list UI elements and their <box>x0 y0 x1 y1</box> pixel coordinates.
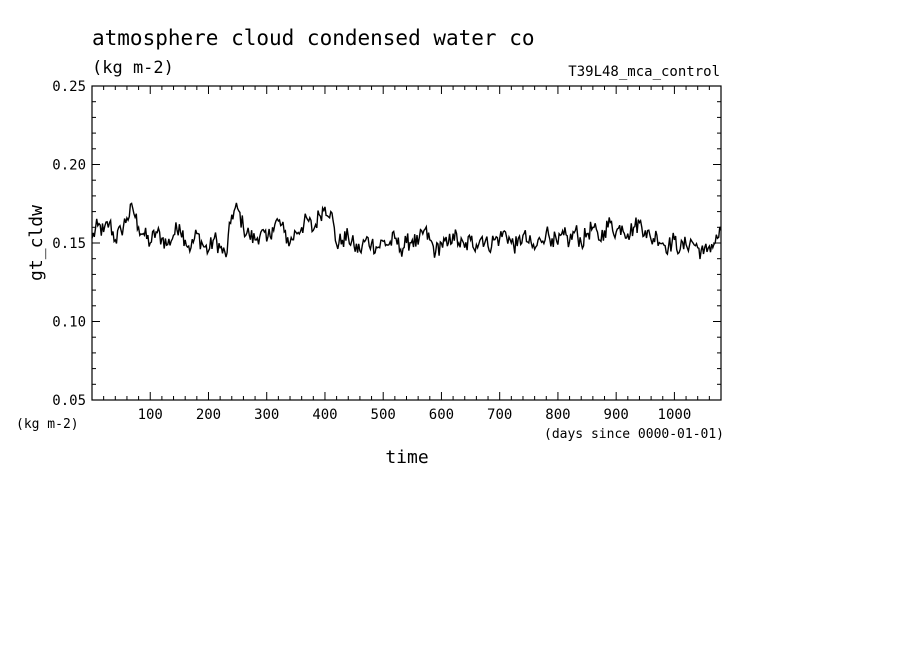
y-tick-labels: 0.05 0.10 0.15 0.20 0.25 <box>52 79 86 409</box>
chart-units: (kg m-2) <box>92 58 174 78</box>
y-tick-label: 0.25 <box>52 79 86 95</box>
x-tick-label: 700 <box>487 407 512 423</box>
y-tick-label: 0.05 <box>52 393 86 409</box>
x-tick-label: 1000 <box>658 407 692 423</box>
series-line <box>91 202 722 260</box>
y-tick-label: 0.15 <box>52 236 86 252</box>
x-tick-label: 900 <box>604 407 629 423</box>
x-tick-label: 100 <box>138 407 163 423</box>
tick-marks <box>92 85 721 401</box>
x-tick-label: 200 <box>196 407 221 423</box>
y-tick-label: 0.10 <box>52 315 86 331</box>
y-tick-label: 0.20 <box>52 158 86 174</box>
x-axis-label: time <box>385 447 428 468</box>
x-tick-label: 800 <box>545 407 570 423</box>
x-tick-label: 500 <box>371 407 396 423</box>
run-label: T39L48_mca_control <box>568 64 720 80</box>
y-axis-label: gt_cldw <box>26 205 47 281</box>
x-tick-labels: 100 200 300 400 500 600 700 800 900 1000 <box>138 407 692 423</box>
x-units-label: (days since 0000-01-01) <box>544 427 724 442</box>
y-units-label: (kg m-2) <box>16 417 79 432</box>
x-tick-label: 600 <box>429 407 454 423</box>
chart-title: atmosphere cloud condensed water co <box>92 26 535 50</box>
x-tick-label: 400 <box>312 407 337 423</box>
x-tick-label: 300 <box>254 407 279 423</box>
